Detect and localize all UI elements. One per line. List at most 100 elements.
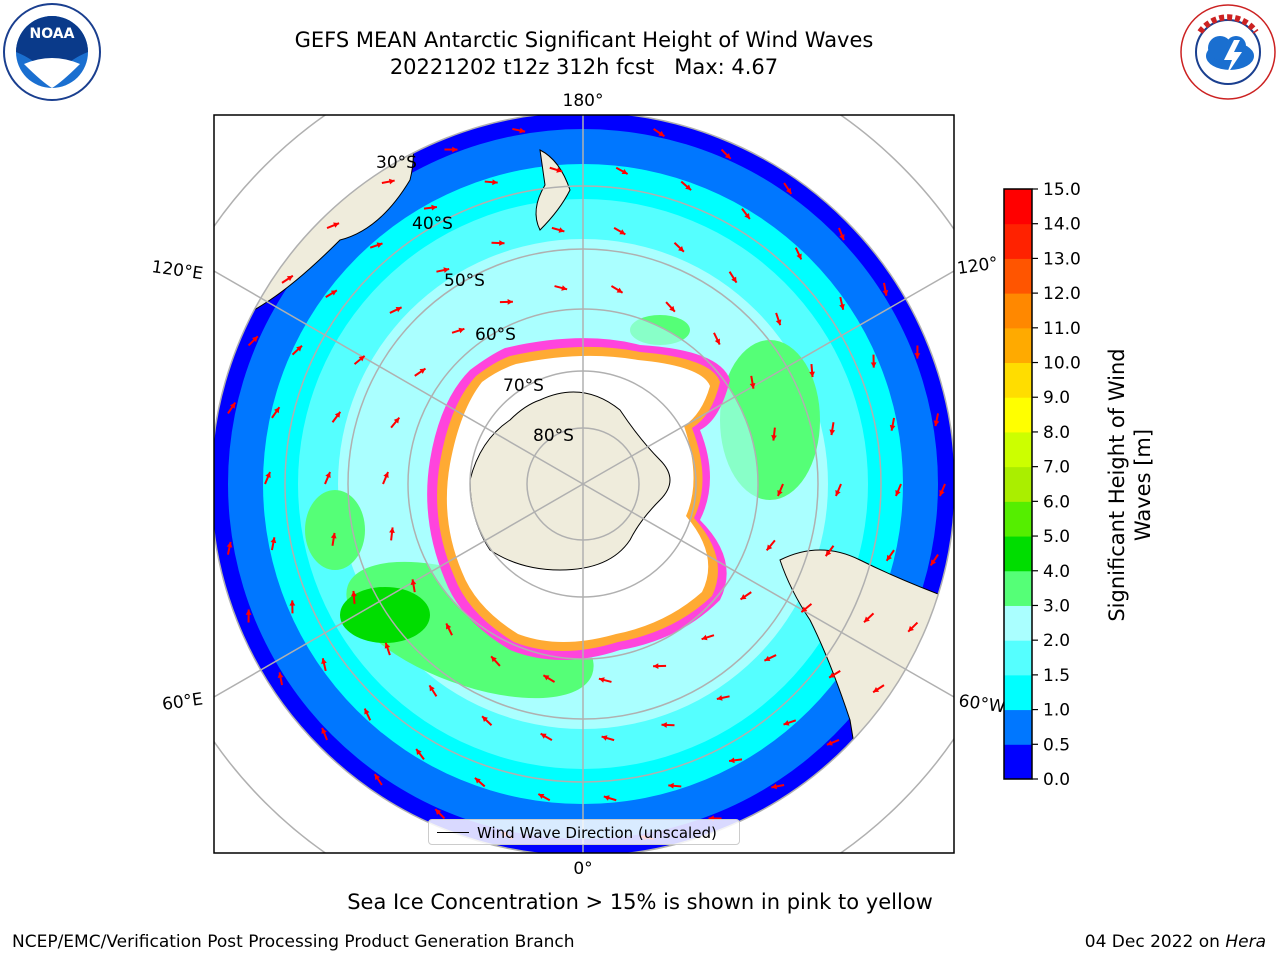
legend: Wind Wave Direction (unscaled) <box>428 819 740 845</box>
lon-label-120e: 120°E <box>150 257 204 284</box>
wave-arrow-head <box>376 242 383 248</box>
wave-arrow-head <box>777 490 783 496</box>
wave-arrow-head <box>771 783 778 790</box>
wave-arrow-head <box>829 672 836 678</box>
wave-arrow-head <box>939 490 945 496</box>
wave-arrow-head <box>435 809 442 815</box>
colorbar-tick-label: 4.0 <box>1043 562 1070 582</box>
wave-arrow-head <box>933 420 940 427</box>
wave-arrow-head <box>321 658 327 665</box>
colorbar-tick-label: 0.5 <box>1043 735 1070 755</box>
wave-arrow-head <box>265 472 271 478</box>
lat-label-60s: 60°S <box>475 325 516 345</box>
colorbar-segment <box>1004 501 1032 537</box>
wave-arrow-head <box>653 663 659 670</box>
wave-arrow-head <box>245 609 252 615</box>
wave-arrow-head <box>749 383 756 389</box>
wave-arrow-head <box>661 722 667 728</box>
wave-arrow-head <box>540 733 547 739</box>
wave-arrow-head <box>895 490 901 496</box>
colorbar-segment <box>1004 674 1032 711</box>
graticule <box>214 115 954 853</box>
wave-arrow-head <box>388 178 395 185</box>
wave-arrow-head <box>334 411 341 418</box>
colorbar-segment <box>1004 431 1032 468</box>
chart-title: GEFS MEAN Antarctic Significant Height o… <box>294 28 874 52</box>
legend-label: Wind Wave Direction (unscaled) <box>477 824 717 842</box>
wave-arrow-head <box>771 435 777 441</box>
colorbar-title-line1: Significant Height of Wind <box>1105 348 1129 621</box>
wave-arrow-head <box>701 634 708 641</box>
wave-arrow-head <box>393 417 400 424</box>
wave-arrow-head <box>775 319 782 326</box>
wave-arrow-head <box>716 695 723 701</box>
noaa-logo-text: NOAA <box>30 26 75 42</box>
wave-arrow-head <box>446 623 452 630</box>
wave-arrow-head <box>783 720 790 726</box>
wave-arrow-head <box>384 642 391 649</box>
colorbar-segment <box>1004 397 1032 433</box>
colorbar-tick-label: 12.0 <box>1043 284 1081 304</box>
wave-arrow-head <box>277 672 284 679</box>
wave-arrow-head <box>829 429 836 436</box>
lon-label-60e: 60°E <box>161 689 204 714</box>
wave-arrow-head <box>507 298 513 305</box>
footer-date: 04 Dec 2022 on Hera <box>1085 932 1266 952</box>
wave-arrow-head <box>321 727 327 734</box>
noaa-logo: NOAA <box>3 3 101 101</box>
lat-label-70s: 70°S <box>503 376 544 396</box>
wave-arrow-head <box>714 338 720 345</box>
lat-label-50s: 50°S <box>444 271 485 291</box>
wave-arrow-head <box>364 708 370 715</box>
wave-arrow-head <box>252 336 258 343</box>
wave-arrow-head <box>358 355 365 362</box>
wave-arrow-head <box>226 541 233 548</box>
wave-arrow-head <box>839 234 845 241</box>
wave-arrow-head <box>351 590 357 597</box>
wave-arrow-head <box>826 740 833 746</box>
colorbar-title-line2: Waves [m] <box>1131 429 1155 541</box>
wave-arrow-head <box>296 345 302 352</box>
wave-arrow-head <box>395 306 402 313</box>
wave-arrow-head <box>731 276 737 283</box>
wave-arrow-head <box>330 290 337 296</box>
wave-arrow-head <box>598 677 605 683</box>
wave-arrow-head <box>325 472 331 478</box>
wave-arrow-head <box>908 625 914 632</box>
wave-arrow-head <box>889 424 896 431</box>
wave-arrow-head <box>374 774 381 781</box>
wave-arrow-head <box>668 782 674 789</box>
colorbar-tick-label: 9.0 <box>1043 388 1070 408</box>
footer-machine: Hera <box>1225 932 1266 952</box>
wave-arrow-head <box>882 289 889 296</box>
wave-arrow-head <box>561 285 568 291</box>
chart-subtitle: 20221202 t12z 312h fcst Max: 4.67 <box>389 55 779 79</box>
colorbar-segment <box>1004 293 1032 329</box>
lon-label-60w: 60°W <box>957 691 1006 717</box>
wave-arrow-head <box>729 757 735 764</box>
wave-arrow-head <box>658 130 665 137</box>
wave-arrow-head <box>839 303 845 310</box>
wave-arrow-head <box>429 685 435 692</box>
wave-arrow-head <box>538 793 545 800</box>
colorbar-tick-label: 1.0 <box>1043 701 1070 721</box>
wave-arrow-head <box>519 127 526 134</box>
wave-arrow-head <box>330 532 337 539</box>
wave-arrow-head <box>785 187 792 194</box>
wave-arrow-head <box>619 229 626 235</box>
wave-arrow-head <box>870 362 877 368</box>
wave-arrow-head <box>740 594 747 600</box>
lon-label-120w: 120° <box>956 253 999 279</box>
wave-arrow-head <box>796 253 802 260</box>
wind-wave-direction-arrows <box>226 127 946 841</box>
colorbar-segment <box>1004 605 1032 641</box>
wave-arrow-head <box>873 686 880 693</box>
wave-arrow-head <box>801 606 808 613</box>
wave-arrow-head <box>410 579 417 585</box>
wave-arrow-head <box>764 655 771 662</box>
wave-arrow-head <box>482 716 488 722</box>
wave-arrow-head <box>492 179 498 186</box>
colorbar-tick-label: 14.0 <box>1043 215 1081 235</box>
lat-label-40s: 40°S <box>412 214 453 234</box>
